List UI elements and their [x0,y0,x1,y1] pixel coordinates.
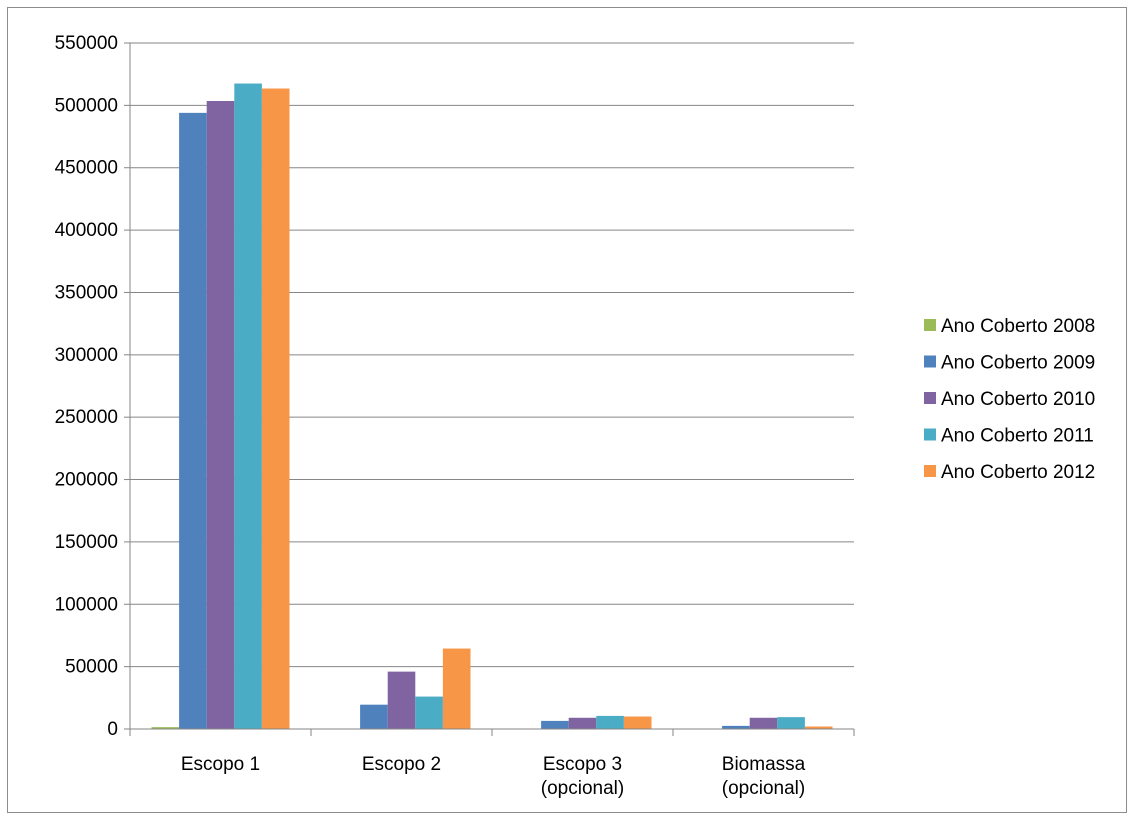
x-category-label: Escopo 3 [543,754,622,775]
y-tick-label: 100000 [55,594,118,615]
bar [596,715,624,729]
bar [234,83,262,729]
legend-swatch [924,392,936,404]
x-category-label: Escopo 2 [362,754,441,775]
y-tick-label: 200000 [55,470,118,491]
bar [360,704,388,729]
bar-chart: 0 50000 100000 150000 200000 250000 300000 3500… [55,33,1096,799]
bar [568,717,597,729]
legend-entry: Ano Coberto 2009 [941,353,1095,374]
y-tick-label: 550000 [55,33,118,54]
legend-swatch [924,319,936,331]
y-tick-label: 400000 [55,220,118,241]
bar [804,726,833,729]
y-tick-label: 0 [107,719,118,740]
bar [623,716,652,729]
y-tick-label: 50000 [65,657,118,678]
bar [151,727,180,729]
bar [777,717,805,729]
x-category-label: Biomassa [722,754,806,775]
legend-entry: Ano Coberto 2012 [941,462,1095,483]
axes: 0 50000 100000 150000 200000 250000 300000 3500… [55,33,855,799]
y-tick-label: 450000 [55,158,118,179]
y-tick-label: 350000 [55,282,118,303]
legend-swatch [924,465,936,477]
y-tick-label: 500000 [55,95,118,116]
bar [722,725,750,729]
bar [206,100,235,730]
legend-swatch [924,355,936,368]
bar [179,112,207,729]
x-category-label: Escopo 1 [181,754,260,775]
bar [261,88,290,729]
x-category-label: (opcional) [722,778,805,799]
bar [415,696,443,729]
bar [749,717,778,729]
legend-entry: Ano Coberto 2011 [941,426,1094,447]
x-category-label: (opcional) [541,778,624,799]
legend: Ano Coberto 2008 Ano Coberto 2009 Ano Cobe… [924,316,1095,483]
legend-entry: Ano Coberto 2010 [941,389,1095,410]
legend-swatch [924,428,936,441]
y-tick-label: 300000 [55,345,118,366]
y-tick-label: 150000 [55,532,118,553]
chart-area: 0 50000 100000 150000 200000 250000 300000 3500… [7,7,1127,813]
y-tick-label: 250000 [55,407,118,428]
bar [442,648,471,729]
bar [387,671,416,729]
bar [541,720,569,729]
bars [151,83,833,730]
legend-entry: Ano Coberto 2008 [941,316,1095,337]
